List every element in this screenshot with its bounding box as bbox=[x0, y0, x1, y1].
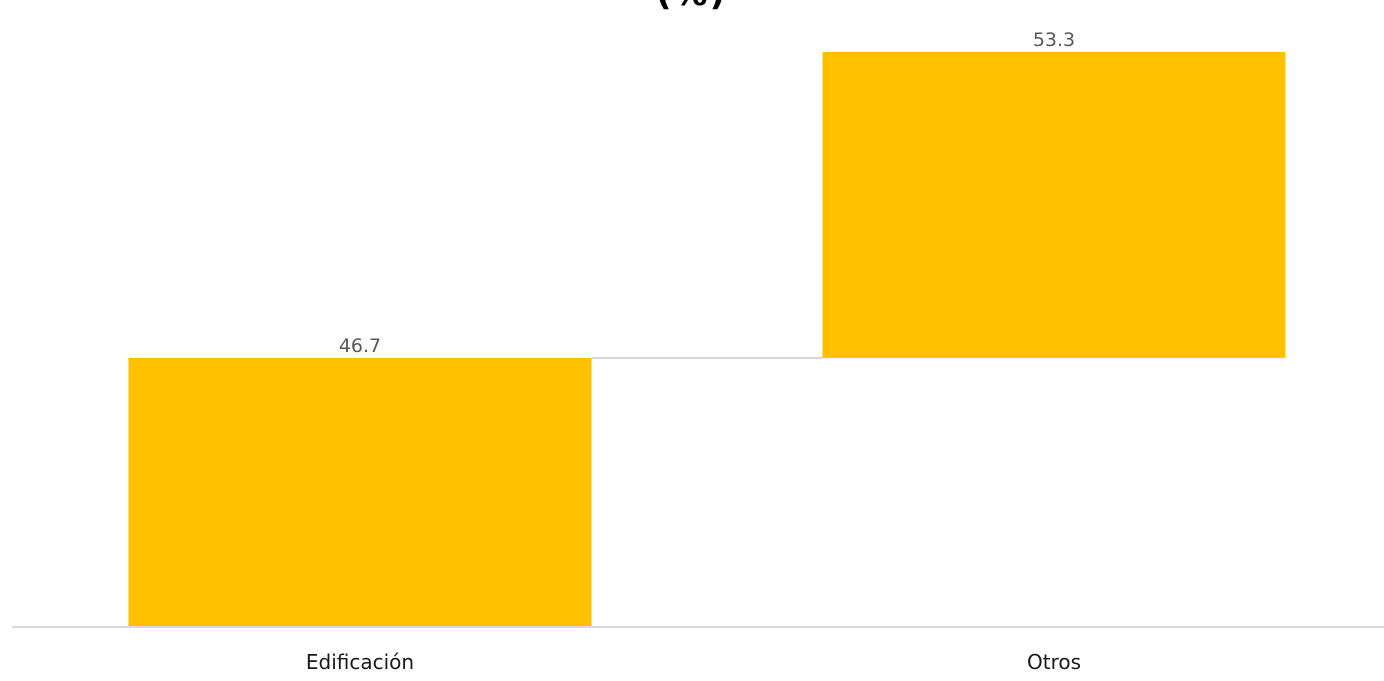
bar-2 bbox=[822, 52, 1286, 358]
data-label-2: 53.3 bbox=[1033, 29, 1075, 51]
x-tick-label-2: Otros bbox=[1027, 650, 1081, 674]
bar-1 bbox=[128, 357, 592, 626]
data-label-1: 46.7 bbox=[339, 335, 381, 357]
x-tick-label-1: Edificación bbox=[306, 650, 414, 674]
chart-title: (%) bbox=[656, 0, 727, 14]
